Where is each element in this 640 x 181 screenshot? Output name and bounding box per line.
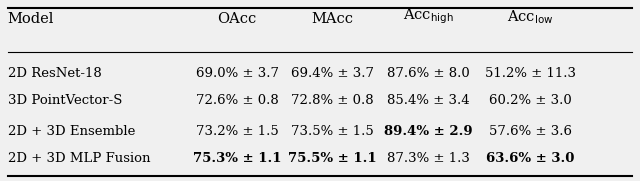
Text: 69.4% ± 3.7: 69.4% ± 3.7 xyxy=(291,67,374,80)
Text: Acc$_{\mathrm{low}}$: Acc$_{\mathrm{low}}$ xyxy=(507,8,554,26)
Text: 2D + 3D MLP Fusion: 2D + 3D MLP Fusion xyxy=(8,152,150,165)
Text: 72.8% ± 0.8: 72.8% ± 0.8 xyxy=(291,94,374,107)
Text: 73.2% ± 1.5: 73.2% ± 1.5 xyxy=(196,125,278,138)
Text: 89.4% ± 2.9: 89.4% ± 2.9 xyxy=(384,125,473,138)
Text: 87.6% ± 8.0: 87.6% ± 8.0 xyxy=(387,67,470,80)
Text: 75.3% ± 1.1: 75.3% ± 1.1 xyxy=(193,152,282,165)
Text: 87.3% ± 1.3: 87.3% ± 1.3 xyxy=(387,152,470,165)
Text: 69.0% ± 3.7: 69.0% ± 3.7 xyxy=(196,67,278,80)
Text: OAcc: OAcc xyxy=(218,12,257,26)
Text: 73.5% ± 1.5: 73.5% ± 1.5 xyxy=(291,125,374,138)
Text: 2D ResNet-18: 2D ResNet-18 xyxy=(8,67,102,80)
Text: 72.6% ± 0.8: 72.6% ± 0.8 xyxy=(196,94,278,107)
Text: 85.4% ± 3.4: 85.4% ± 3.4 xyxy=(387,94,470,107)
Text: 51.2% ± 11.3: 51.2% ± 11.3 xyxy=(484,67,576,80)
Text: 75.5% ± 1.1: 75.5% ± 1.1 xyxy=(289,152,377,165)
Text: Acc$_{\mathrm{high}}$: Acc$_{\mathrm{high}}$ xyxy=(403,6,454,26)
Text: MAcc: MAcc xyxy=(312,12,354,26)
Text: 3D PointVector-S: 3D PointVector-S xyxy=(8,94,122,107)
Text: 2D + 3D Ensemble: 2D + 3D Ensemble xyxy=(8,125,135,138)
Text: Model: Model xyxy=(8,12,54,26)
Text: 63.6% ± 3.0: 63.6% ± 3.0 xyxy=(486,152,575,165)
Text: 57.6% ± 3.6: 57.6% ± 3.6 xyxy=(489,125,572,138)
Text: 60.2% ± 3.0: 60.2% ± 3.0 xyxy=(489,94,572,107)
